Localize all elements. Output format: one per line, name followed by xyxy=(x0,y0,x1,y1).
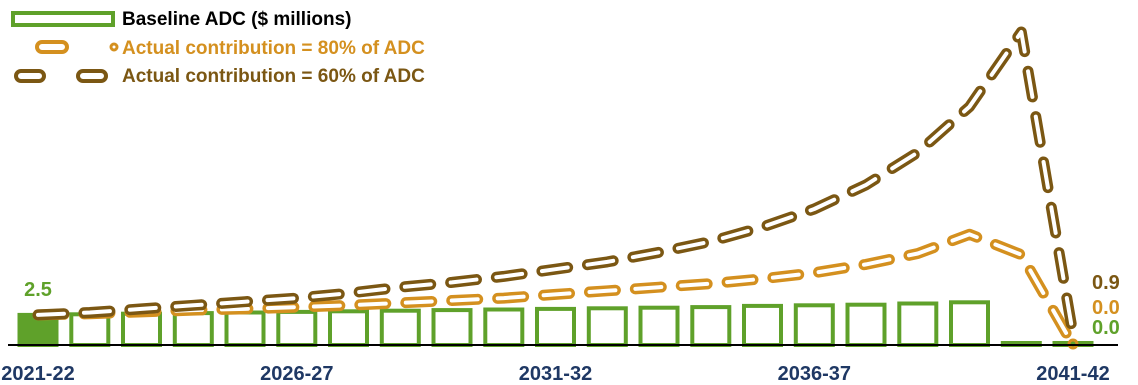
bar-2025-26 xyxy=(224,310,266,347)
series-line-80pct xyxy=(32,228,1079,351)
end-label-baseline: 0.0 xyxy=(1092,317,1120,339)
end-label-80pct: 0.0 xyxy=(1092,297,1120,319)
legend-swatch-60pct-a xyxy=(14,69,46,83)
bar-2029-30 xyxy=(431,308,473,348)
point-80pct-2027-28 xyxy=(348,305,349,306)
legend-entry-80pct: Actual contribution = 80% of ADC xyxy=(35,38,425,59)
bar-2031-32 xyxy=(535,306,576,347)
x-tick-label-2031-32: 2031-32 xyxy=(519,363,592,385)
x-tick-label-2041-42: 2041-42 xyxy=(1036,363,1109,385)
legend-swatch-80pct xyxy=(35,40,69,54)
bar-2023-24 xyxy=(121,311,162,348)
point-60pct-2027-28 xyxy=(348,293,349,294)
bar-2030-31 xyxy=(483,307,525,347)
legend-entry-baseline: Baseline ADC ($ millions) xyxy=(11,9,351,30)
legend-swatch-60pct-b xyxy=(76,69,108,83)
point-60pct-2041-42 xyxy=(1073,334,1074,335)
bar-2024-25 xyxy=(172,311,214,348)
point-80pct-2035-36 xyxy=(762,278,763,279)
bar-2039-40 xyxy=(949,300,990,347)
legend-marker-80pct xyxy=(109,42,119,52)
legend-entry-60pct: Actual contribution = 60% of ADC xyxy=(14,66,425,87)
legend-label-80pct: Actual contribution = 80% of ADC xyxy=(122,38,425,59)
bar-2038-39 xyxy=(897,301,939,347)
x-tick-labels: 2021-22 2026-27 2031-32 2036-37 2041-42 xyxy=(1,363,1109,385)
legend-label-baseline: Baseline ADC ($ millions) xyxy=(122,9,351,30)
point-60pct-2034-35 xyxy=(710,241,711,242)
bar-2028-29 xyxy=(379,308,421,348)
x-tick-label-2026-27: 2026-27 xyxy=(260,363,333,385)
series-line-60pct xyxy=(32,26,1079,340)
bar-2036-37 xyxy=(793,303,835,347)
bar-2035-36 xyxy=(742,303,783,347)
bar-2032-33 xyxy=(586,306,628,347)
data-label-first-bar: 2.5 xyxy=(24,279,52,301)
end-label-60pct: 0.9 xyxy=(1092,272,1120,294)
legend-label-60pct: Actual contribution = 60% of ADC xyxy=(122,66,425,87)
x-tick-label-2036-37: 2036-37 xyxy=(778,363,851,385)
x-tick-label-2021-22: 2021-22 xyxy=(1,363,74,385)
legend-swatch-baseline xyxy=(11,11,115,27)
bar-2037-38 xyxy=(845,302,887,348)
bar-2027-28 xyxy=(328,309,369,347)
legend: Baseline ADC ($ millions) Actual contrib… xyxy=(11,9,425,87)
bar-2033-34 xyxy=(638,305,680,348)
bar-2026-27 xyxy=(276,309,318,347)
bar-2034-35 xyxy=(690,305,732,348)
